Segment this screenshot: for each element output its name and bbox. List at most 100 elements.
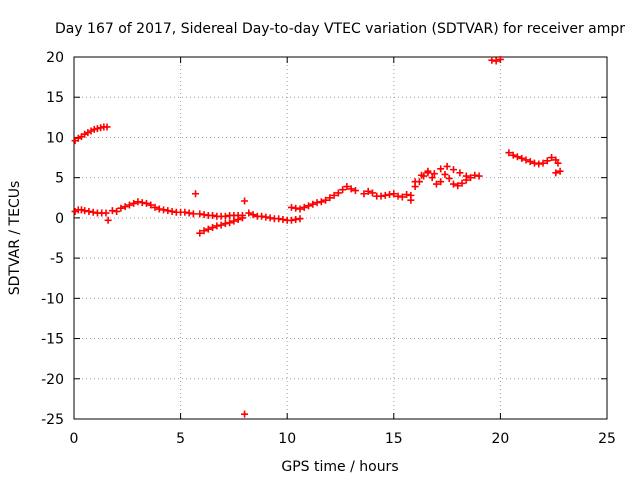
data-point (102, 209, 110, 217)
grid-lines (74, 57, 607, 419)
data-point (151, 203, 159, 211)
data-point (552, 169, 560, 177)
data-point (168, 207, 176, 215)
y-tick-label: 20 (46, 50, 64, 66)
data-point (437, 178, 445, 186)
data-point (258, 212, 266, 220)
data-point (241, 197, 249, 205)
data-point (147, 201, 155, 209)
data-point (403, 191, 411, 199)
chart-title: Day 167 of 2017, Sidereal Day-to-day VTE… (55, 21, 625, 37)
data-point (213, 222, 221, 230)
x-axis-label: GPS time / hours (281, 459, 398, 475)
data-point (155, 205, 163, 213)
data-point (343, 183, 351, 191)
data-point (279, 215, 287, 223)
data-point (204, 225, 212, 233)
x-tick-label: 5 (176, 431, 185, 447)
data-point (441, 170, 449, 178)
data-point (411, 178, 419, 186)
data-point (134, 198, 142, 206)
data-point (275, 215, 283, 223)
data-point (522, 156, 530, 164)
x-tick-label: 0 (70, 431, 79, 447)
data-point (221, 220, 229, 228)
data-point (351, 187, 359, 195)
data-point (377, 192, 385, 200)
data-point (424, 167, 432, 175)
y-tick-label: 0 (55, 211, 64, 227)
y-tick-label: -5 (50, 251, 64, 267)
data-point (200, 211, 208, 219)
data-point (103, 123, 111, 131)
data-point (443, 162, 451, 170)
data-point (347, 185, 355, 193)
data-point (200, 227, 208, 235)
x-tick-label: 25 (598, 431, 616, 447)
data-point (238, 214, 246, 222)
data-point (249, 211, 257, 219)
data-point (245, 209, 253, 217)
data-point (505, 149, 513, 157)
data-point (368, 189, 376, 197)
data-point (266, 214, 274, 222)
data-point (407, 191, 415, 199)
data-point (330, 191, 338, 199)
y-tick-label: -10 (41, 291, 64, 307)
data-point (296, 205, 304, 213)
data-point (181, 208, 189, 216)
data-point (89, 208, 97, 216)
y-tick-label: 5 (55, 171, 64, 187)
data-point (548, 154, 556, 162)
data-point (77, 206, 85, 214)
data-point (430, 170, 438, 178)
data-point (241, 410, 249, 418)
data-point (292, 215, 300, 223)
data-point (160, 206, 168, 214)
data-point (539, 159, 547, 167)
data-point (97, 124, 105, 132)
data-point (296, 215, 304, 223)
data-point (121, 203, 129, 211)
data-point (230, 217, 238, 225)
data-point (526, 158, 534, 166)
data-point (113, 207, 121, 215)
y-tick-label: 10 (46, 130, 64, 146)
data-point (381, 191, 389, 199)
data-point (428, 174, 436, 182)
data-point (394, 192, 402, 200)
data-point (305, 202, 313, 210)
data-point (445, 174, 453, 182)
axis-ticks: 0 5 10 15 20 25 20 15 10 5 0 -5 -10 -15 -20 -25 (41, 50, 616, 447)
data-point (309, 200, 317, 208)
data-point (398, 193, 406, 201)
data-point (317, 198, 325, 206)
data-point (458, 179, 466, 187)
data-point (556, 167, 564, 175)
data-point (104, 216, 112, 224)
data-point (209, 224, 217, 232)
data-point (535, 160, 543, 168)
data-point (221, 212, 229, 220)
data-point (492, 57, 500, 65)
data-point (386, 191, 394, 199)
data-point (292, 204, 300, 212)
plot-frame (73, 56, 608, 420)
data-point (456, 169, 464, 177)
data-point (262, 213, 270, 221)
data-point (496, 55, 504, 63)
data-point (196, 210, 204, 218)
data-point (93, 125, 101, 133)
data-point (90, 125, 98, 133)
data-point (85, 207, 93, 215)
data-point (454, 182, 462, 190)
data-point (125, 201, 133, 209)
data-point (326, 194, 334, 202)
data-point (449, 166, 457, 174)
data-point (390, 190, 398, 198)
data-point (518, 154, 526, 162)
y-tick-label: -15 (41, 332, 64, 348)
data-point (81, 207, 89, 215)
